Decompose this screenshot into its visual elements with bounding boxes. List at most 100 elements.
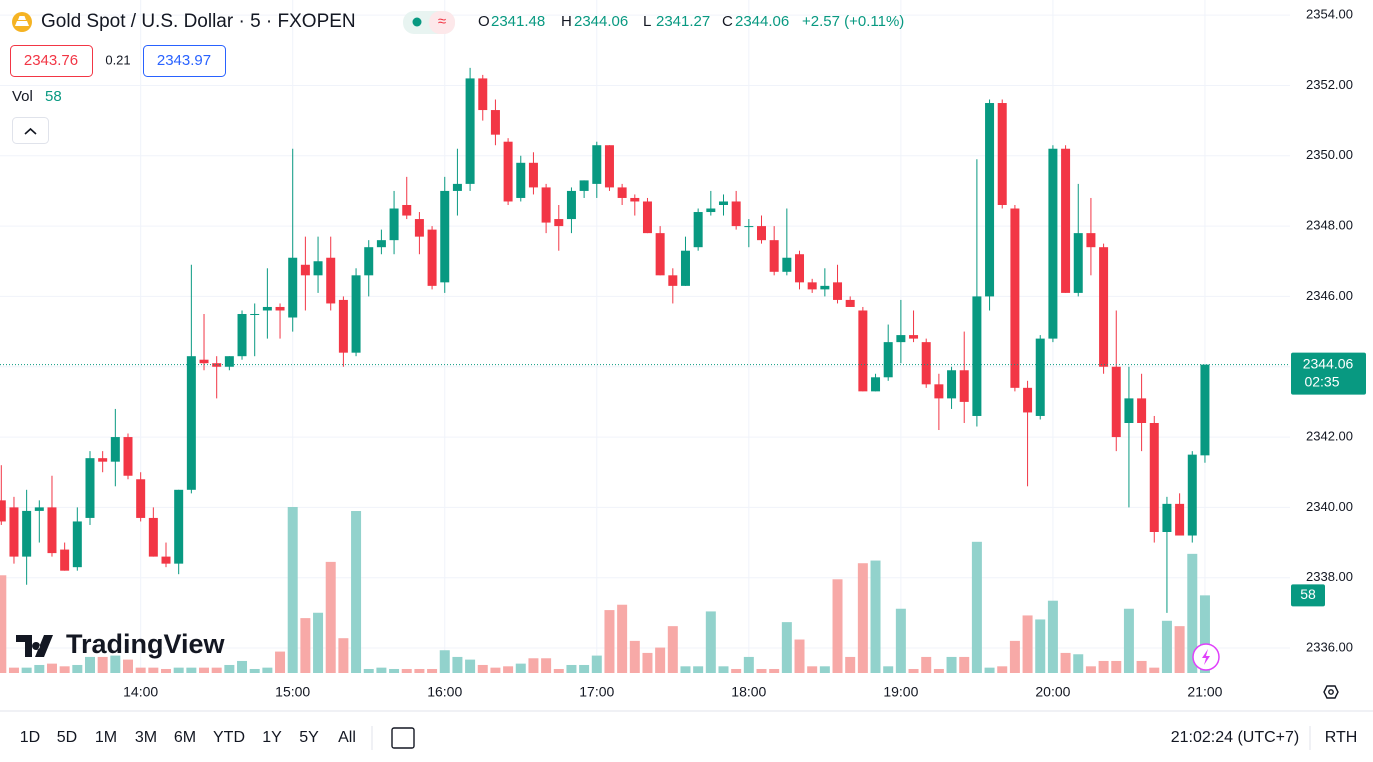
candle-body xyxy=(883,342,893,378)
candle-body xyxy=(972,296,982,416)
candle-body xyxy=(288,257,298,318)
session[interactable]: RTH xyxy=(1325,729,1358,746)
candle-body xyxy=(706,208,716,213)
buy-button[interactable] xyxy=(143,45,226,77)
range-button[interactable]: 5Y xyxy=(299,729,319,746)
ohlc-label: H xyxy=(561,13,572,30)
volume-bar xyxy=(1149,667,1160,673)
volume-bar xyxy=(895,608,906,673)
y-tick-label: 2350.00 xyxy=(1306,147,1353,162)
volume-bar xyxy=(135,667,146,673)
candle-body xyxy=(9,507,19,557)
clock[interactable]: 21:02:24 (UTC+7) xyxy=(1171,729,1300,746)
volume-bar xyxy=(959,656,970,673)
volume-bar xyxy=(680,666,691,673)
x-tick-label: 15:00 xyxy=(275,684,310,700)
volume-bar xyxy=(490,667,501,673)
volume-bar xyxy=(1136,660,1147,673)
candle-body xyxy=(630,197,640,202)
candle-body xyxy=(60,549,70,571)
volume-bar xyxy=(325,561,336,673)
candle-body xyxy=(579,180,589,191)
range-button[interactable]: YTD xyxy=(213,729,245,746)
candle-body xyxy=(85,458,95,518)
candle-body xyxy=(161,556,171,564)
candle-body xyxy=(1111,366,1121,438)
volume-bar xyxy=(1009,640,1020,673)
volume-bar xyxy=(541,658,552,673)
candle-body xyxy=(655,233,665,276)
sell-button[interactable] xyxy=(10,45,93,77)
logo-icon xyxy=(16,635,53,657)
volume-bar xyxy=(363,668,374,673)
volume-bar xyxy=(477,664,488,673)
change: +2.57 (+0.11%) xyxy=(802,13,904,30)
y-tick-label: 2352.00 xyxy=(1306,77,1353,92)
candle-body xyxy=(72,521,82,568)
volume-bar xyxy=(414,668,425,673)
volume-bar xyxy=(933,668,944,673)
volume-value: 58 xyxy=(45,88,62,105)
ohlc-label: C xyxy=(722,13,733,30)
status-dot xyxy=(412,17,422,27)
candle-body xyxy=(1137,398,1147,423)
candle-body xyxy=(1086,233,1096,248)
volume-bar xyxy=(34,664,45,673)
volume-bar xyxy=(743,656,754,673)
candle-body xyxy=(744,226,754,228)
volume-bar xyxy=(8,667,19,673)
candle-body xyxy=(136,479,146,518)
candle-body xyxy=(566,190,576,220)
candle-body xyxy=(123,437,133,476)
volume-bar xyxy=(667,626,678,673)
settings-icon[interactable] xyxy=(1323,685,1339,699)
range-button[interactable]: 1Y xyxy=(262,729,282,746)
candle-body xyxy=(934,384,944,399)
candle-body xyxy=(1023,387,1033,413)
range-button[interactable]: All xyxy=(338,729,356,746)
volume-bar xyxy=(389,668,400,673)
candle-body xyxy=(718,201,728,205)
volume-bar xyxy=(971,541,982,673)
volume-bar xyxy=(287,507,298,673)
range-button[interactable]: 1D xyxy=(20,729,40,746)
volume-bar xyxy=(832,579,843,673)
volume-bar xyxy=(908,668,919,673)
volume-bar xyxy=(1174,626,1185,673)
range-button[interactable]: 5D xyxy=(57,729,77,746)
goto-date-icon[interactable] xyxy=(391,727,415,749)
candle-body xyxy=(338,299,348,353)
volume-bar xyxy=(756,668,767,673)
candle-body xyxy=(820,285,830,290)
volume-bar xyxy=(1047,600,1058,673)
candle-body xyxy=(376,240,386,248)
symbol-icon-bars xyxy=(15,16,29,26)
volume-box xyxy=(1291,584,1325,607)
range-button[interactable]: 6M xyxy=(174,729,196,746)
candle-body xyxy=(34,507,44,511)
volume-bar xyxy=(161,668,172,673)
candle-body xyxy=(1073,233,1083,293)
ask-price: 2343.97 xyxy=(157,52,211,69)
collapse-button[interactable] xyxy=(12,117,49,144)
range-button[interactable]: 3M xyxy=(135,729,157,746)
volume-bar xyxy=(427,668,438,673)
candle-body xyxy=(478,78,488,111)
volume-bar xyxy=(275,651,286,673)
candle-body xyxy=(997,103,1007,205)
candle-body xyxy=(680,250,690,286)
volume-bar xyxy=(21,667,32,673)
status-icon: ≈ xyxy=(438,13,446,30)
volume-bar xyxy=(579,664,590,673)
volume-bar xyxy=(173,667,184,673)
ohlc-label: O xyxy=(478,13,490,30)
candle-body xyxy=(313,261,323,276)
volume-bar xyxy=(819,666,830,673)
volume-bar xyxy=(1022,615,1033,673)
candle-body xyxy=(731,201,741,227)
range-button[interactable]: 1M xyxy=(95,729,117,746)
candle-body xyxy=(617,187,627,198)
y-tick-label: 2340.00 xyxy=(1306,499,1353,514)
volume-bar xyxy=(921,656,932,673)
candle-body xyxy=(858,310,868,392)
